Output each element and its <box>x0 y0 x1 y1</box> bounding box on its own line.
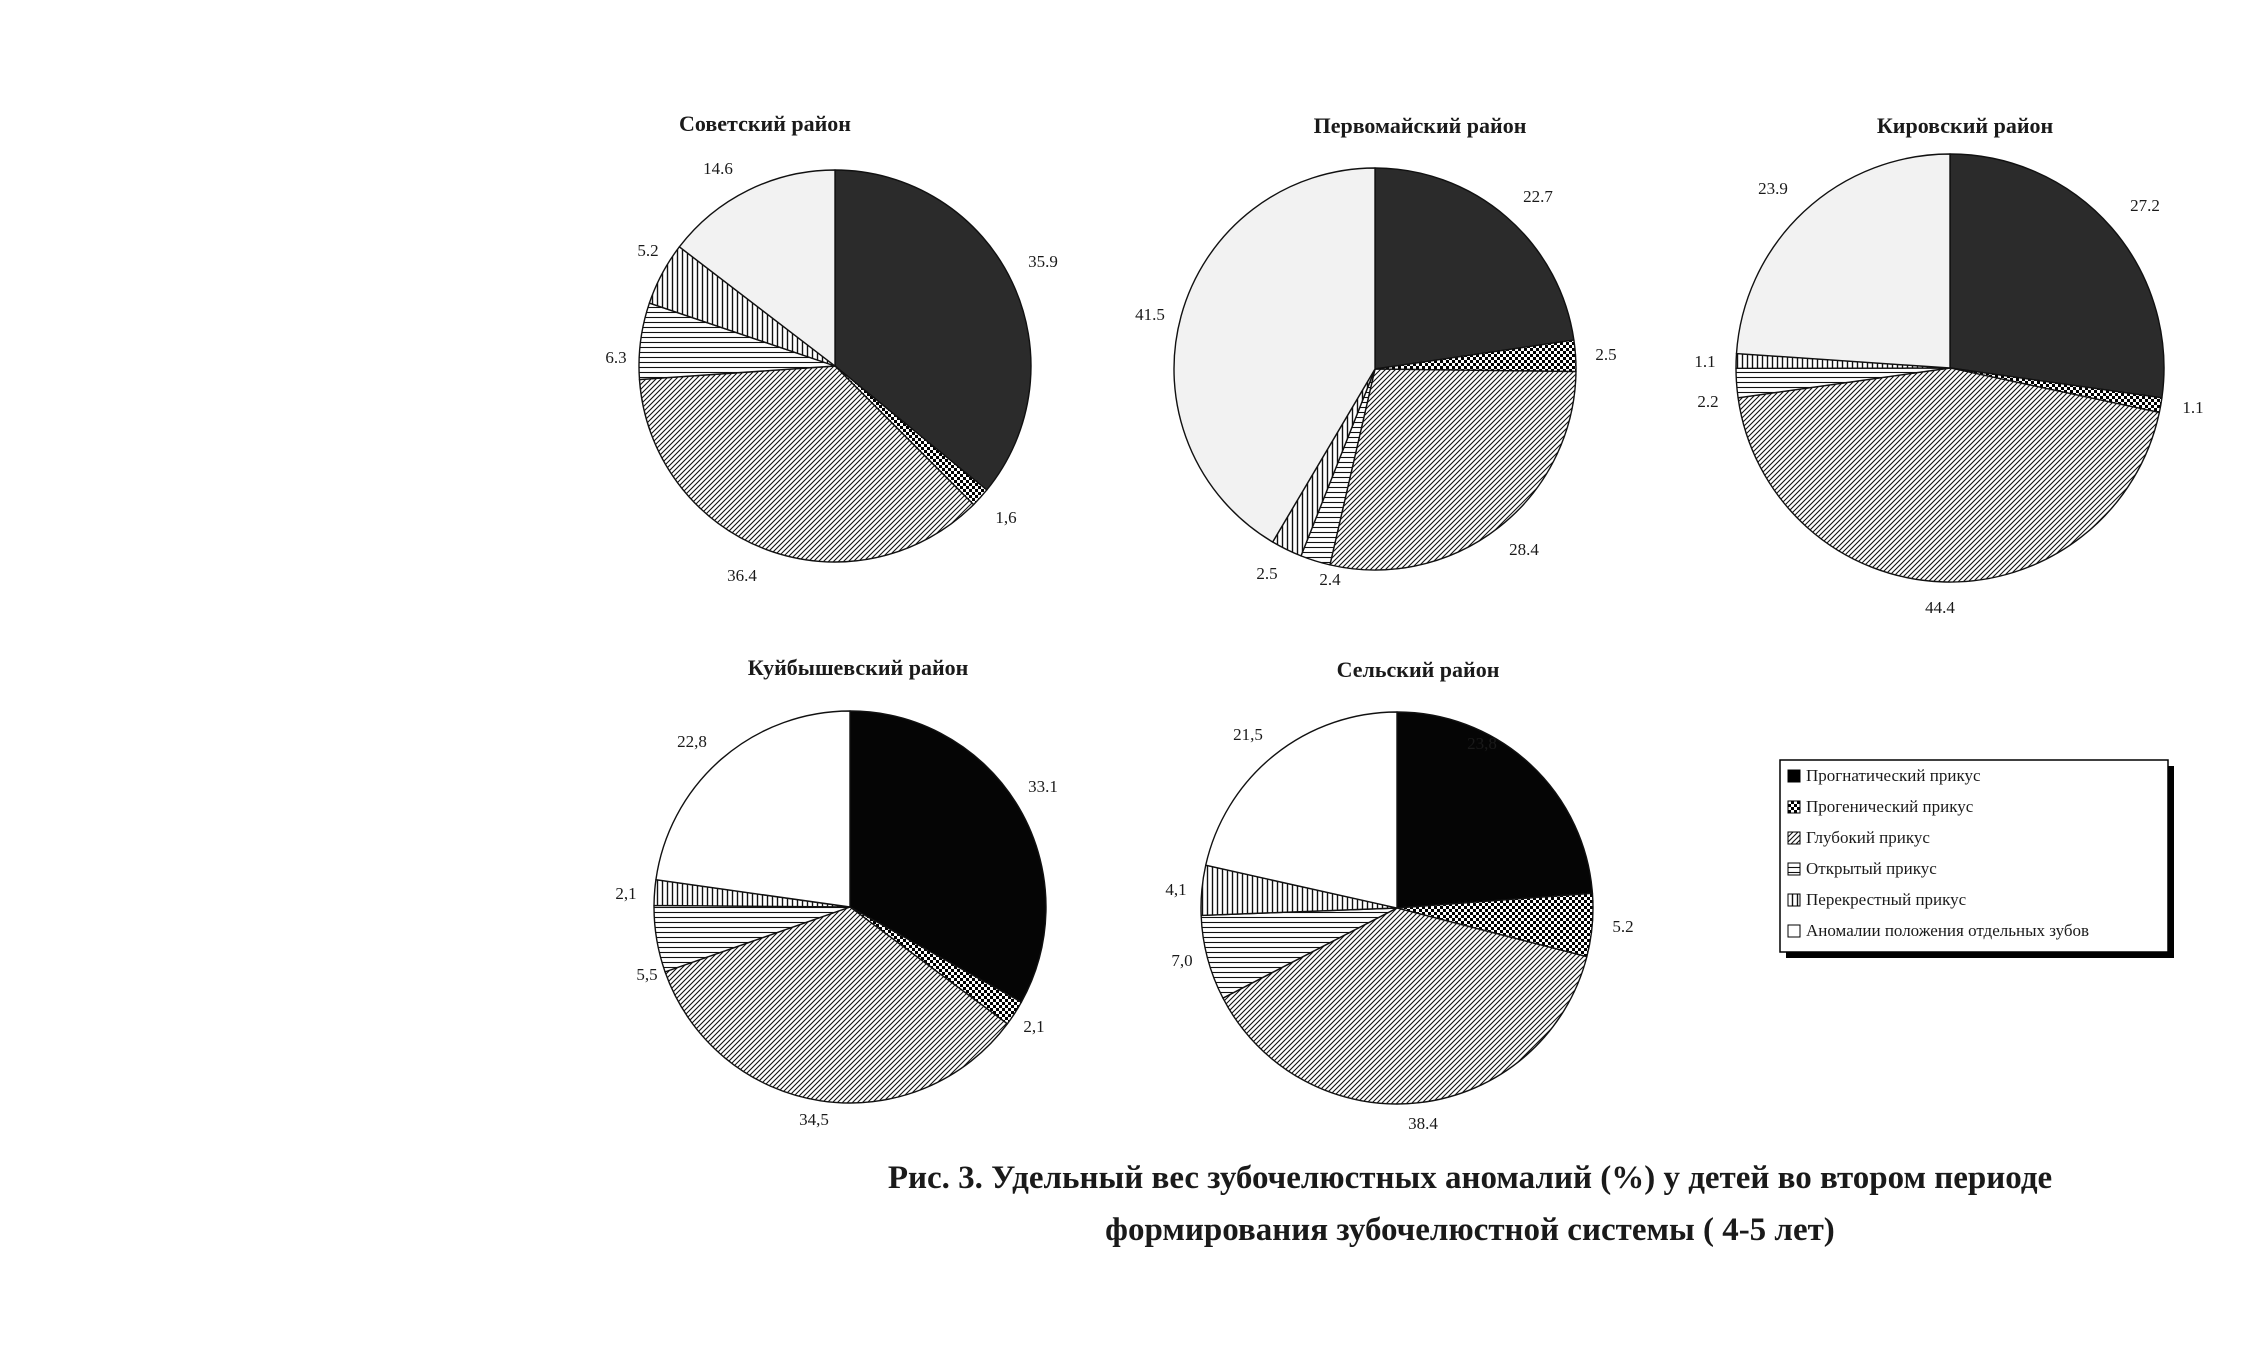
pie-slice-deep <box>1737 367 2161 583</box>
legend-label: Прогнатический прикус <box>1806 766 1981 785</box>
pie-value-label: 23,8 <box>1467 734 1497 753</box>
pie-value-label: 33.1 <box>1028 777 1058 796</box>
pie-slice-position <box>678 169 836 367</box>
pie-slices <box>1735 153 2165 583</box>
pie-value-label: 2.4 <box>1319 570 1341 589</box>
pie-value-label: 1,6 <box>995 508 1016 527</box>
pie-chart-pervomaysky: Первомайский район 22.7 2.5 28.4 2.4 2.5… <box>1135 113 1617 589</box>
pie-value-label: 44.4 <box>1925 598 1955 617</box>
legend: Прогнатический прикус Прогенический прик… <box>1779 759 2174 958</box>
pie-slice-deep <box>638 365 975 563</box>
pie-slice-position <box>1205 711 1398 909</box>
pie-slice-deep <box>1329 368 1577 571</box>
legend-swatch-prognathic <box>1787 769 1801 783</box>
legend-swatch-cross <box>1787 893 1801 907</box>
pie-value-label: 2.5 <box>1595 345 1616 364</box>
pie-value-label: 2.2 <box>1697 392 1718 411</box>
pie-chart-kuybyshevsky: Куйбышевский район 33.1 2,1 34,5 5,5 2,1… <box>615 655 1058 1129</box>
pie-value-label: 1.1 <box>2182 398 2203 417</box>
figure-caption-line2: формирования зубочелюстной системы ( 4-5… <box>1105 1212 1835 1248</box>
legend-label: Аномалии положения отдельных зубов <box>1806 921 2089 940</box>
chart-title: Сельский район <box>1337 657 1500 682</box>
pie-value-labels: 23,8 5.2 38.4 7,0 4,1 21,5 <box>1165 725 1633 1133</box>
chart-title: Куйбышевский район <box>748 655 969 680</box>
legend-swatch-progenic <box>1787 800 1801 814</box>
pie-value-label: 2.5 <box>1256 564 1277 583</box>
legend-label: Глубокий прикус <box>1806 828 1930 847</box>
pie-slices <box>653 710 1047 1104</box>
pie-slices <box>1173 167 1577 571</box>
pie-slice-deep <box>1222 907 1588 1105</box>
chart-title: Советский район <box>679 111 851 136</box>
pie-value-label: 5.2 <box>1612 917 1633 936</box>
figure-caption-line1: Рис. 3. Удельный вес зубочелюстных анома… <box>887 1160 2053 1196</box>
pie-value-label: 34,5 <box>799 1110 829 1129</box>
pie-value-label: 38.4 <box>1408 1114 1438 1133</box>
pie-value-label: 7,0 <box>1171 951 1192 970</box>
legend-label: Перекрестный прикус <box>1806 890 1967 909</box>
pie-value-label: 23.9 <box>1758 179 1788 198</box>
pie-slice-prognathic <box>834 169 1032 491</box>
pie-slice-prognathic <box>849 710 1047 1003</box>
pie-value-label: 1.1 <box>1694 352 1715 371</box>
pie-value-labels: 22.7 2.5 28.4 2.4 2.5 41.5 <box>1135 187 1617 589</box>
pie-value-label: 41.5 <box>1135 305 1165 324</box>
pie-value-label: 6.3 <box>605 348 626 367</box>
pie-slice-position <box>655 710 851 908</box>
pie-value-labels: 33.1 2,1 34,5 5,5 2,1 22,8 <box>615 732 1058 1129</box>
chart-title: Первомайский район <box>1314 113 1527 138</box>
pie-slice-deep <box>664 906 1009 1104</box>
pie-value-label: 5.2 <box>637 241 658 260</box>
pie-chart-sovetsky: Советский район 35.9 1,6 36.4 6.3 5.2 14… <box>605 111 1058 585</box>
legend-label: Открытый прикус <box>1806 859 1937 878</box>
pie-value-label: 2,1 <box>1023 1017 1044 1036</box>
pie-value-label: 14.6 <box>703 159 733 178</box>
legend-swatch-position <box>1787 924 1801 938</box>
chart-title: Кировский район <box>1877 113 2054 138</box>
pie-value-labels: 27.2 1.1 44.4 2.2 1.1 23.9 <box>1694 179 2203 617</box>
pie-slice-prognathic <box>1949 153 2165 399</box>
pie-chart-kirovsky: Кировский район 27.2 1.1 44.4 2.2 1.1 23… <box>1694 113 2203 617</box>
legend-label: Прогенический прикус <box>1806 797 1974 816</box>
legend-swatch-open <box>1787 862 1801 876</box>
pie-value-label: 36.4 <box>727 566 757 585</box>
legend-swatch-deep <box>1787 831 1801 845</box>
pie-chart-selsky: Сельский район 23,8 5.2 38.4 7,0 4,1 21,… <box>1165 657 1633 1133</box>
pie-slice-prognathic <box>1396 711 1594 909</box>
pie-value-label: 35.9 <box>1028 252 1058 271</box>
pie-value-label: 22,8 <box>677 732 707 751</box>
pie-value-label: 21,5 <box>1233 725 1263 744</box>
pie-value-label: 2,1 <box>615 884 636 903</box>
pie-slice-prognathic <box>1374 167 1575 370</box>
pie-value-label: 22.7 <box>1523 187 1553 206</box>
pie-value-label: 4,1 <box>1165 880 1186 899</box>
pie-value-label: 28.4 <box>1509 540 1539 559</box>
pie-slices <box>1200 711 1594 1105</box>
legend-box <box>1779 759 2169 953</box>
pie-value-labels: 35.9 1,6 36.4 6.3 5.2 14.6 <box>605 159 1058 585</box>
pie-slice-position <box>1173 167 1376 543</box>
pie-slices <box>638 169 1032 563</box>
pie-value-label: 5,5 <box>636 965 657 984</box>
pie-slice-position <box>1735 153 1951 369</box>
pie-value-label: 27.2 <box>2130 196 2160 215</box>
